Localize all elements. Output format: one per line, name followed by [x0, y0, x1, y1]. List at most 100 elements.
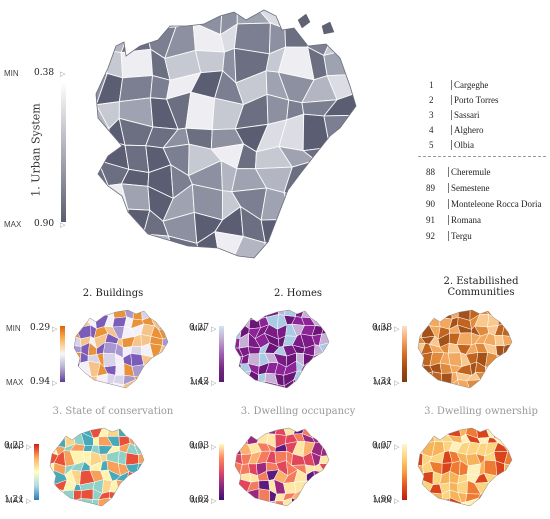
municipality-region — [279, 236, 314, 258]
municipality-region — [418, 478, 424, 494]
municipality-region — [153, 375, 161, 386]
indicator-map — [234, 427, 330, 507]
municipality-region — [159, 310, 168, 318]
municipality-region — [300, 500, 314, 506]
municipality-region — [440, 428, 449, 438]
municipality-region — [418, 310, 425, 321]
municipality-region — [50, 428, 59, 435]
municipality-region — [257, 372, 266, 382]
municipality-region — [300, 487, 313, 502]
municipality-region — [235, 478, 240, 495]
municipality-region — [237, 432, 249, 445]
indicator-map — [73, 309, 169, 389]
municipality-region — [300, 370, 315, 386]
municipality-region — [503, 361, 512, 374]
municipality-region — [131, 364, 145, 377]
municipality-region — [54, 502, 64, 506]
panel-color-scale — [60, 326, 65, 382]
indicator-map — [417, 309, 513, 389]
municipality-region — [235, 372, 243, 386]
municipality-region — [96, 10, 103, 32]
main-map — [95, 9, 378, 259]
municipality-region — [448, 352, 462, 367]
municipality-region — [64, 428, 77, 435]
rank-item: 3 Sassari — [429, 110, 480, 120]
municipality-region — [132, 310, 143, 321]
municipality-region — [283, 310, 297, 317]
municipality-region — [159, 379, 168, 388]
panel-color-scale — [34, 444, 39, 500]
municipality-region — [321, 471, 329, 485]
max-marker-icon: ▷ — [211, 379, 217, 387]
municipality-region — [503, 471, 512, 485]
municipality-region — [246, 428, 262, 434]
municipality-region — [321, 326, 329, 335]
panel-color-scale — [402, 444, 407, 500]
municipality-region — [320, 436, 329, 446]
indicator-panel: 3. Dwelling occupancy MIN 0.03 ▷ MAX 0.03 ▷ — [185, 404, 367, 519]
indicator-map — [234, 309, 330, 389]
municipality-region — [359, 92, 378, 120]
municipality-region — [283, 191, 316, 223]
rank-item: 91 Romana — [426, 215, 481, 225]
municipality-region — [319, 498, 329, 506]
municipality-region — [283, 379, 295, 388]
panel-color-scale — [219, 444, 224, 500]
municipality-region — [53, 428, 67, 434]
municipality-region — [125, 452, 139, 466]
municipality-region — [492, 372, 505, 385]
municipality-region — [150, 310, 164, 318]
municipality-region — [96, 48, 108, 81]
municipality-region — [50, 432, 59, 447]
panel-title: 2. Estabilished Communities — [443, 276, 519, 298]
municipality-region — [486, 489, 498, 504]
municipality-region — [318, 310, 329, 317]
municipality-region — [255, 500, 271, 506]
municipality-region — [125, 481, 139, 494]
municipality-region — [133, 481, 144, 494]
municipality-region — [502, 343, 512, 358]
municipality-region — [117, 450, 127, 466]
municipality-region — [430, 380, 443, 388]
municipality-region — [304, 183, 335, 223]
municipality-region — [136, 471, 144, 485]
municipality-region — [104, 382, 115, 388]
municipality-region — [237, 370, 252, 384]
municipality-region — [503, 487, 512, 503]
municipality-region — [314, 159, 341, 201]
main-max-value: 0.90 — [34, 219, 55, 229]
municipality-region — [115, 362, 125, 376]
municipality-region — [235, 498, 243, 506]
municipality-region — [420, 371, 434, 382]
municipality-region — [321, 383, 329, 388]
municipality-region — [257, 381, 266, 388]
municipality-region — [88, 380, 98, 388]
municipality-region — [503, 479, 512, 492]
panel-max-label: MAX — [191, 378, 209, 387]
municipality-region — [145, 10, 178, 30]
municipality-region — [128, 10, 150, 35]
municipality-region — [128, 428, 139, 438]
municipality-region — [501, 335, 512, 346]
municipality-region — [321, 483, 329, 492]
municipality-region — [418, 428, 423, 438]
municipality-region — [140, 375, 156, 386]
indicator-panel: 3. Dwelling ownership MIN 0.07 ▷ MAX 1.90 ▷ — [368, 404, 550, 519]
municipality-region — [283, 481, 297, 494]
municipality-region — [124, 144, 150, 174]
municipality-region — [495, 497, 506, 506]
municipality-region — [96, 185, 109, 219]
municipality-region — [418, 370, 422, 385]
panel-max-value: 0.94 — [30, 377, 51, 387]
rank-item: 2 Porto Torres — [429, 95, 499, 105]
municipality-region — [96, 10, 132, 35]
municipality-region — [422, 492, 435, 501]
panel-min-label: MIN — [191, 324, 206, 333]
municipality-region — [347, 30, 356, 54]
municipality-region — [238, 310, 250, 321]
municipality-region — [418, 354, 424, 366]
municipality-region — [418, 472, 425, 481]
panel-title: 3. Dwelling occupancy — [240, 406, 356, 417]
indicator-panel: 3. State of conservation MIN 0.23 ▷ MAX 1.21 ▷ — [0, 404, 182, 519]
municipality-region — [137, 501, 144, 506]
